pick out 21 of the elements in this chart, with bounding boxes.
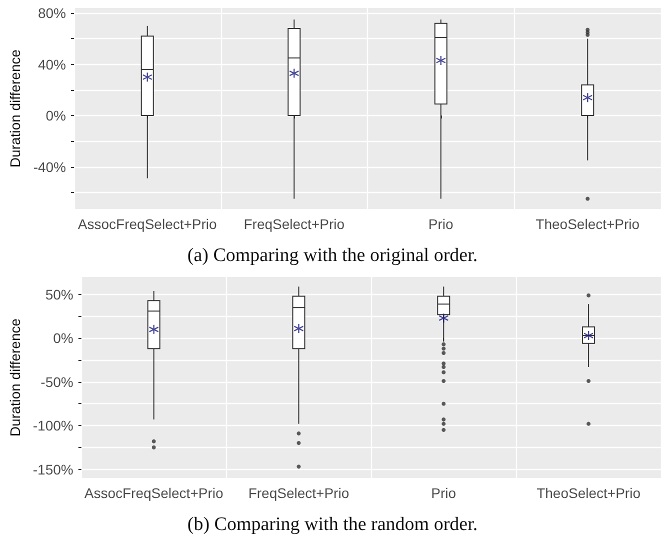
x-tick-label: TheoSelect+Prio bbox=[536, 485, 641, 501]
x-tick-label: FreqSelect+Prio bbox=[244, 216, 345, 232]
x-tick-label: AssocFreqSelect+Prio bbox=[84, 485, 224, 501]
y-tick-label: -150% bbox=[32, 461, 74, 478]
x-tick-label: FreqSelect+Prio bbox=[248, 485, 350, 501]
y-tick-label: 0% bbox=[53, 330, 74, 346]
y-tick-label: -40% bbox=[33, 158, 66, 175]
y-tick-label: 0% bbox=[46, 108, 66, 124]
x-tick-label: Prio bbox=[428, 216, 454, 232]
text: (a) Comparing with the original order. bbox=[187, 245, 478, 266]
text: (b) Comparing with the random order. bbox=[187, 514, 478, 535]
y-tick-label: 40% bbox=[38, 56, 66, 72]
y-tick-label: 80% bbox=[38, 5, 66, 22]
y-axis-title: Duration difference bbox=[7, 318, 23, 437]
y-axis-title: Duration difference bbox=[7, 49, 23, 168]
y-tick-label: -100% bbox=[32, 418, 74, 434]
x-tick-label: Prio bbox=[431, 485, 456, 501]
x-tick-label: TheoSelect+Prio bbox=[536, 216, 640, 232]
x-tick-label: AssocFreqSelect+Prio bbox=[78, 216, 218, 232]
y-tick-label: -50% bbox=[40, 374, 74, 390]
y-tick-label: 50% bbox=[45, 286, 74, 302]
